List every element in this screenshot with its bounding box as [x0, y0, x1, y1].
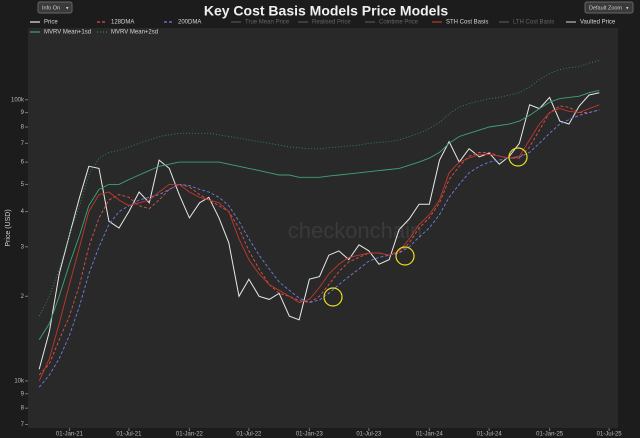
button-caret[interactable]: ▾ — [626, 5, 629, 11]
highlight-circle — [508, 147, 528, 167]
highlight-circle — [395, 246, 415, 266]
info-button[interactable]: Info On ▾ — [37, 1, 73, 14]
y-tick-label: 8 — [21, 125, 25, 131]
series-layer — [38, 59, 600, 388]
x-tick-label: 01-Jan-23 — [296, 432, 324, 438]
zoom-button[interactable]: Default Zoom ▾ — [584, 1, 634, 14]
legend-label: Realised Price — [312, 20, 351, 26]
legend-label: LTH Cost Basis — [513, 20, 554, 26]
series-line — [38, 89, 600, 341]
x-tick-label: 01-Jul-25 — [597, 432, 623, 438]
x-tick-label: 01-Jan-25 — [536, 432, 564, 438]
legend-label: Cointime Price — [379, 20, 419, 26]
series-line — [38, 109, 600, 388]
y-tick-label: 6 — [21, 160, 25, 166]
button-label[interactable]: Info On — [42, 5, 60, 11]
highlight-circle — [323, 287, 343, 307]
y-tick-label: 100k — [11, 97, 25, 103]
y-tick-label: 9 — [21, 110, 25, 116]
plot-area — [28, 28, 618, 428]
y-tick-label: 9 — [21, 391, 25, 397]
y-tick-label: 7 — [21, 422, 25, 428]
legend-label: 128DMA — [111, 20, 134, 26]
legend-label: Vaulted Price — [580, 20, 616, 26]
legend-label: 200DMA — [178, 20, 201, 26]
legend-label: MVRV Mean+2sd — [111, 30, 158, 36]
button-caret[interactable]: ▾ — [66, 5, 69, 11]
y-tick-label: 10k — [14, 378, 25, 384]
watermark: checkonchain — [288, 218, 423, 243]
series-line — [38, 104, 600, 382]
legend-label: True Mean Price — [245, 20, 290, 26]
y-tick-label: 2 — [21, 294, 25, 300]
y-tick-label: 8 — [21, 406, 25, 412]
y-axis-title: Price (USD) — [5, 209, 12, 246]
series-line — [38, 105, 600, 376]
y-tick-label: 7 — [21, 141, 25, 147]
x-tick-label: 01-Jan-22 — [176, 432, 204, 438]
button-box[interactable] — [37, 1, 73, 14]
y-tick-label: 4 — [21, 209, 25, 215]
x-tick-label: 01-Jul-21 — [116, 432, 142, 438]
button-box[interactable] — [584, 1, 634, 14]
legend-label: Price — [44, 20, 58, 26]
x-tick-label: 01-Jan-24 — [416, 432, 444, 438]
y-tick-label: 3 — [21, 244, 25, 250]
chart-title: Key Cost Basis Models Price Models — [204, 3, 449, 19]
x-tick-label: 01-Jul-24 — [477, 432, 503, 438]
x-tick-label: 01-Jan-21 — [56, 432, 84, 438]
y-tick-label: 5 — [21, 182, 25, 188]
x-tick-label: 01-Jul-23 — [356, 432, 382, 438]
button-label[interactable]: Default Zoom — [589, 5, 622, 11]
legend-label: STH Cost Basis — [446, 20, 488, 26]
legend-label: MVRV Mean+1sd — [44, 30, 91, 36]
x-tick-label: 01-Jul-22 — [236, 432, 262, 438]
